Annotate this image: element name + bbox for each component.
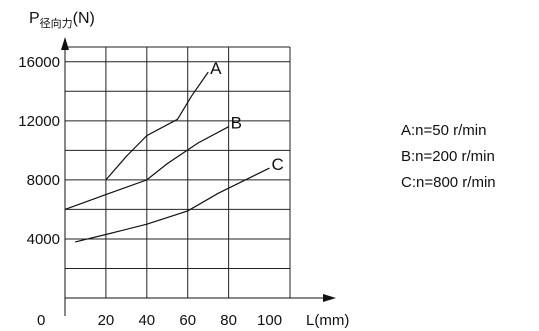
series-label-a: A [210, 59, 222, 78]
x-axis-title: L(mm) [306, 312, 349, 329]
origin-label: 0 [37, 312, 45, 329]
series-label-b: B [231, 114, 242, 133]
x-axis-arrow [323, 294, 336, 302]
x-tick-label: 60 [179, 312, 196, 329]
y-axis-title-main: P [29, 10, 40, 27]
y-axis-arrow [61, 37, 69, 50]
legend-item-b: B:n=200 r/min [401, 148, 495, 165]
series-line-b [64, 126, 229, 210]
axes [61, 37, 336, 316]
x-tick-label: 100 [257, 312, 282, 329]
x-tick-label: 20 [98, 312, 115, 329]
legend-item-c: C:n=800 r/min [401, 174, 496, 191]
series-lines: A B C [64, 59, 284, 243]
legend: A:n=50 r/min B:n=200 r/min C:n=800 r/min [401, 122, 496, 191]
y-axis-title-sub: 径向力 [40, 16, 73, 30]
y-tick-label: 8000 [27, 172, 60, 189]
y-tick-label: 12000 [18, 113, 60, 130]
y-tick-label: 16000 [18, 54, 60, 71]
tick-labels: 20 40 60 80 100 4000 8000 12000 16000 [18, 54, 282, 329]
y-axis-title-unit: (N) [73, 10, 95, 27]
legend-item-a: A:n=50 r/min [401, 122, 486, 139]
series-line-c [75, 167, 270, 243]
x-tick-label: 80 [220, 312, 237, 329]
y-axis-title: P径向力(N) [29, 10, 95, 30]
series-label-c: C [272, 155, 284, 174]
y-tick-label: 4000 [27, 231, 60, 248]
x-tick-label: 40 [138, 312, 155, 329]
series-line-a [105, 71, 209, 181]
grid [64, 46, 291, 299]
